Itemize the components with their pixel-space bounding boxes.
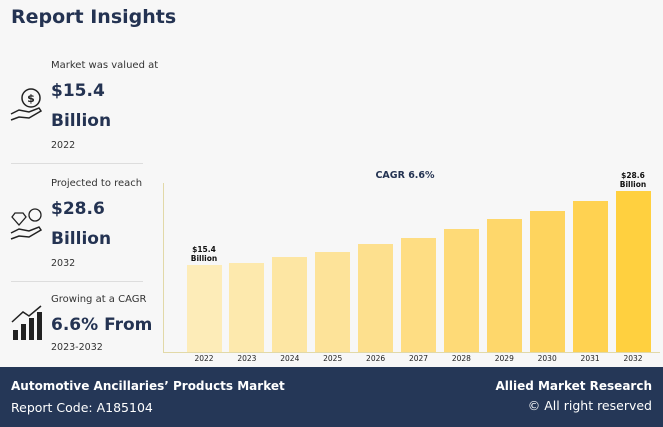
svg-text:$: $ [27, 92, 35, 105]
icon-diamond [10, 208, 43, 240]
bar [443, 228, 479, 352]
value-label: $28.6 Billion [619, 171, 647, 189]
axis-line [163, 352, 660, 353]
x-tick-label: 2022 [194, 354, 214, 363]
stat-year: 2023-2032 [51, 342, 103, 353]
footer: Automotive Ancillaries’ Products Market … [0, 367, 663, 427]
stat-year: 2022 [51, 140, 76, 151]
stat-value: $28.6 Billion [51, 199, 112, 249]
bar [315, 252, 351, 352]
x-tick-label: 2030 [537, 354, 557, 363]
axis-line [163, 183, 164, 353]
stat-caption: Market was valued at [51, 60, 159, 71]
icon-money: $ [10, 88, 43, 121]
report-name: Automotive Ancillaries’ Products Market [11, 379, 285, 393]
separator [11, 281, 143, 282]
cagr-label: CAGR 6.6% [375, 170, 435, 181]
rights: © All right reserved [527, 398, 652, 413]
stat-caption: Growing at a CAGR [51, 294, 147, 305]
x-tick-label: 2027 [408, 354, 429, 363]
x-tick-label: 2031 [580, 354, 600, 363]
bar [572, 200, 608, 352]
x-tick-label: 2024 [280, 354, 300, 363]
x-tick-label: 2023 [237, 354, 257, 363]
bar [529, 210, 565, 352]
stat-caption: Projected to reach [51, 178, 143, 189]
bar [486, 218, 522, 352]
bar [229, 262, 265, 352]
bar [401, 237, 436, 352]
bar [358, 244, 394, 352]
separator [11, 163, 143, 164]
x-tick-label: 2026 [366, 354, 386, 363]
stat-year: 2032 [51, 258, 76, 269]
icon-growth [11, 305, 42, 340]
x-tick-label: 2032 [623, 354, 643, 363]
x-tick-label: 2029 [494, 354, 514, 363]
stat-value: 6.6% From [51, 315, 153, 335]
report-code: Report Code: A185104 [11, 400, 153, 415]
bar [615, 191, 651, 352]
stat-value: $15.4 Billion [51, 81, 112, 131]
x-tick-label: 2025 [323, 354, 343, 363]
title: Report Insights [11, 6, 177, 28]
value-label: $15.4 Billion [190, 245, 218, 264]
bar [186, 265, 222, 352]
x-tick-label: 2028 [451, 354, 471, 363]
brand: Allied Market Research [495, 379, 652, 393]
bar [272, 257, 308, 352]
